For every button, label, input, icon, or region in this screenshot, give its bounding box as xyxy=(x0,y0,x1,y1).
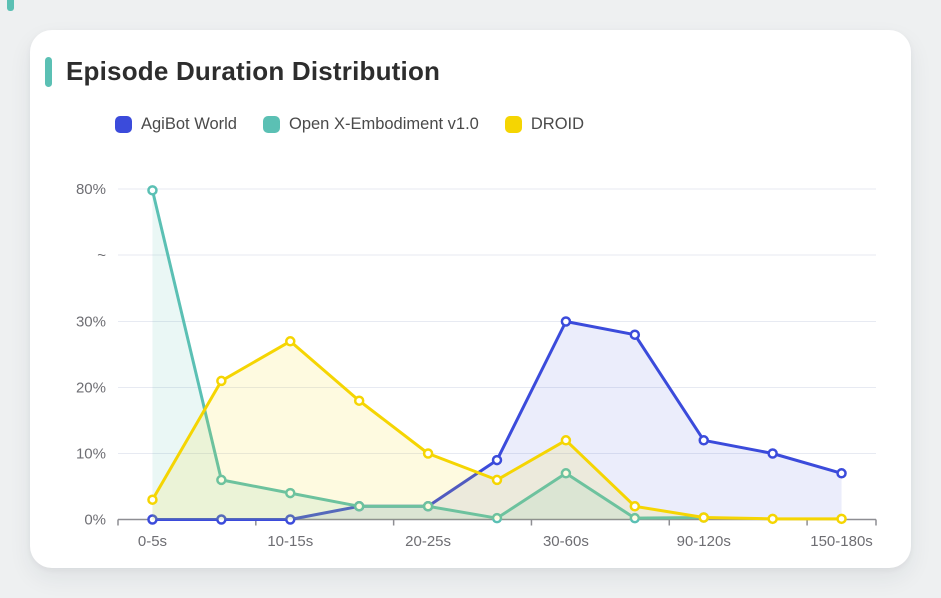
data-point-droid[interactable] xyxy=(216,375,227,387)
x-axis-label: 30-60s xyxy=(543,533,589,550)
legend-item-open-x-embodiment[interactable]: Open X-Embodiment v1.0 xyxy=(263,115,479,134)
legend-label-open-x-embodiment: Open X-Embodiment v1.0 xyxy=(289,115,479,133)
data-point-droid[interactable] xyxy=(285,336,296,347)
series-area-agibot-world xyxy=(152,321,842,520)
title-accent-bar xyxy=(45,56,52,87)
legend-label-agibot-world: AgiBot World xyxy=(141,115,237,133)
data-point-open-x-embodiment-v1-0[interactable] xyxy=(285,487,296,499)
x-axis-label: 90-120s xyxy=(677,533,731,550)
data-point-open-x-embodiment-v1-0[interactable] xyxy=(216,474,227,486)
data-point-droid[interactable] xyxy=(353,395,365,406)
x-axis-label: 150-180s xyxy=(810,533,873,550)
legend-swatch-open-x-embodiment xyxy=(263,116,280,133)
y-axis-label: 20% xyxy=(76,380,106,397)
data-point-droid[interactable] xyxy=(767,513,778,525)
series-area-droid xyxy=(152,341,842,520)
x-axis-label: 20-25s xyxy=(405,533,451,550)
x-axis-label: 0-5s xyxy=(138,533,167,550)
data-point-open-x-embodiment-v1-0[interactable] xyxy=(491,512,503,524)
episode-duration-line-chart: 0% 10% 20% 30% ~80% 0-5s 10-15s 20-25s 30-60s 90-… xyxy=(76,181,877,550)
legend-swatch-droid xyxy=(504,116,522,133)
chart-card: Episode Duration Distribution AgiBot Wor… xyxy=(30,30,911,568)
data-point-droid[interactable] xyxy=(698,512,709,523)
data-point-droid[interactable] xyxy=(836,513,847,525)
data-point-droid[interactable] xyxy=(491,474,503,486)
legend-label-droid: DROID xyxy=(530,115,585,133)
y-axis-label: 80% xyxy=(76,181,106,198)
y-axis-label: 10% xyxy=(76,446,106,463)
data-point-droid[interactable] xyxy=(422,448,434,459)
chart-title: Episode Duration Distribution xyxy=(66,56,441,86)
data-point-agibot-world[interactable] xyxy=(698,435,709,446)
data-point-agibot-world[interactable] xyxy=(285,514,296,525)
corner-accent xyxy=(7,0,14,11)
data-point-open-x-embodiment-v1-0[interactable] xyxy=(422,501,434,512)
data-point-open-x-embodiment-v1-0[interactable] xyxy=(560,468,572,479)
legend-swatch-agibot-world xyxy=(115,116,132,133)
data-point-open-x-embodiment-v1-0[interactable] xyxy=(353,501,365,512)
legend-item-agibot-world[interactable]: AgiBot World xyxy=(115,115,237,134)
data-point-open-x-embodiment-v1-0[interactable] xyxy=(629,512,641,524)
data-point-agibot-world[interactable] xyxy=(767,448,778,459)
data-point-droid[interactable] xyxy=(629,501,641,512)
data-point-agibot-world[interactable] xyxy=(836,468,847,479)
data-point-open-x-embodiment-v1-0[interactable] xyxy=(147,185,158,196)
y-axis-label: 30% xyxy=(76,314,106,331)
title-row: Episode Duration Distribution xyxy=(45,56,440,87)
series-area-open-x-embodiment-v1-0 xyxy=(152,190,704,520)
data-point-agibot-world[interactable] xyxy=(491,454,503,466)
chart-legend: AgiBot World Open X-Embodiment v1.0 DROI… xyxy=(115,115,584,134)
y-axis-label: ~ xyxy=(97,247,106,264)
x-axis-label: 10-15s xyxy=(267,533,313,550)
data-point-agibot-world[interactable] xyxy=(629,329,641,340)
y-axis-label: 0% xyxy=(84,512,106,529)
data-point-droid[interactable] xyxy=(147,494,158,505)
legend-item-droid[interactable]: DROID xyxy=(504,115,585,134)
data-point-agibot-world[interactable] xyxy=(147,514,158,525)
data-point-droid[interactable] xyxy=(560,435,572,446)
series-droid xyxy=(147,336,847,525)
data-point-agibot-world[interactable] xyxy=(560,316,572,327)
data-point-agibot-world[interactable] xyxy=(216,514,227,525)
